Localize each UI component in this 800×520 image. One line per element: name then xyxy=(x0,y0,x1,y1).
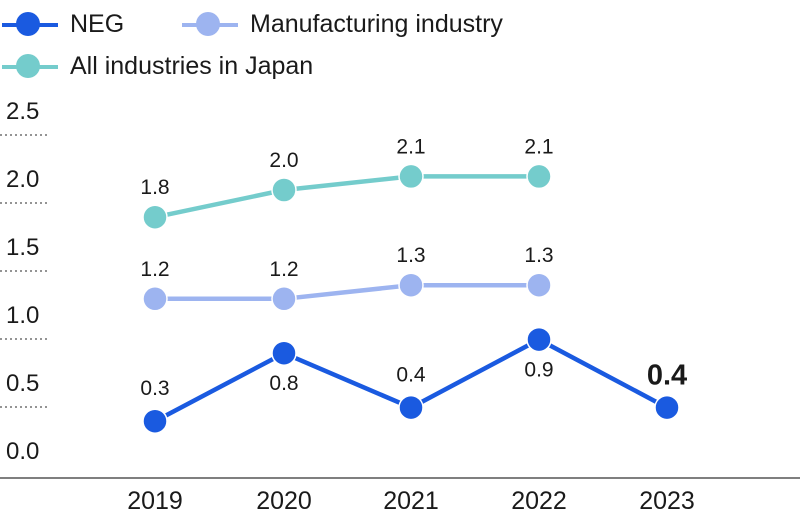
x-axis-ticks: 2019 2020 2021 2022 2023 xyxy=(127,487,695,515)
data-label: 0.3 xyxy=(140,377,169,400)
legend-swatch-dot xyxy=(196,12,220,36)
data-point xyxy=(142,408,168,434)
legend-swatch-dot xyxy=(16,54,40,78)
data-point xyxy=(142,204,168,230)
gridlines xyxy=(0,134,50,408)
y-tick-label: 2.0 xyxy=(6,166,39,193)
data-label: 2.1 xyxy=(524,135,553,158)
data-label: 1.2 xyxy=(140,258,169,281)
x-tick-label: 2020 xyxy=(256,487,312,515)
y-axis-ticks: 0.0 0.5 1.0 1.5 2.0 2.5 xyxy=(6,98,39,465)
data-point xyxy=(271,286,297,312)
legend-swatch xyxy=(0,4,60,44)
data-label: 1.8 xyxy=(140,176,169,199)
data-point xyxy=(398,163,424,190)
data-point xyxy=(526,272,552,298)
data-label: 0.4 xyxy=(396,364,426,387)
data-point xyxy=(142,286,168,312)
data-label: 0.4 xyxy=(647,360,687,392)
legend-swatch-dot xyxy=(16,12,40,36)
y-tick-label: 0.0 xyxy=(6,438,39,465)
series-group xyxy=(142,163,680,434)
y-tick-label: 1.0 xyxy=(6,302,39,329)
data-label: 0.9 xyxy=(524,359,553,382)
data-point xyxy=(398,394,424,421)
data-point xyxy=(271,177,297,203)
data-point xyxy=(271,340,297,366)
x-tick-label: 2021 xyxy=(383,487,439,515)
data-label: 2.0 xyxy=(269,149,298,172)
legend-swatch xyxy=(0,46,60,86)
x-tick-label: 2019 xyxy=(127,487,183,515)
data-point xyxy=(526,326,552,353)
series-line xyxy=(154,174,539,220)
legend-item: All industries in Japan xyxy=(0,46,313,86)
legend-label: All industries in Japan xyxy=(70,51,314,80)
y-tick-label: 1.5 xyxy=(6,234,39,261)
y-tick-label: 0.5 xyxy=(6,370,39,397)
legend-item: NEG xyxy=(0,4,124,44)
data-label: 1.3 xyxy=(396,244,425,267)
legend-label: NEG xyxy=(70,9,125,38)
data-point xyxy=(398,272,424,298)
data-label: 1.3 xyxy=(524,244,553,267)
x-tick-label: 2022 xyxy=(511,487,567,515)
legend-swatch xyxy=(180,4,240,44)
data-point xyxy=(654,394,680,421)
legend: NEG Manufacturing industry All industries … xyxy=(0,0,800,100)
legend-label: Manufacturing industry xyxy=(250,9,503,38)
series-line xyxy=(155,282,539,302)
legend-item: Manufacturing industry xyxy=(180,4,503,44)
data-label: 1.2 xyxy=(269,258,298,281)
y-tick-label: 2.5 xyxy=(6,98,39,125)
data-point xyxy=(526,163,552,190)
data-label: 0.8 xyxy=(269,372,298,395)
data-label: 2.1 xyxy=(396,135,425,158)
data-labels: 0.3 0.8 0.4 0.9 0.4 1.2 1.2 1.3 1.3 1.8 2.0 2.1 2.1 xyxy=(140,135,687,400)
x-tick-label: 2023 xyxy=(639,487,695,515)
